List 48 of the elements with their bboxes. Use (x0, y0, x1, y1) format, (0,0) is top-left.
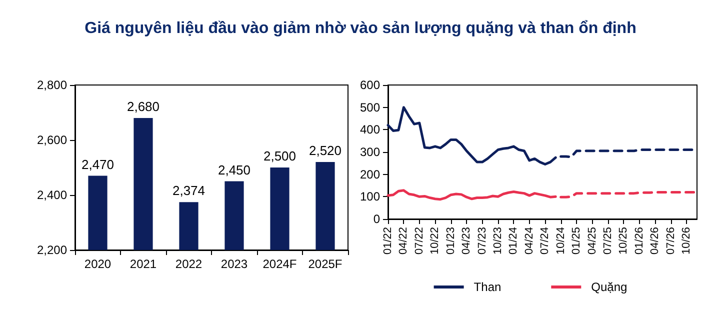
data-label: 2,450 (218, 162, 251, 178)
x-tick-label: 07/25 (602, 227, 614, 255)
y-tick-label: 200 (360, 167, 380, 182)
x-tick-label: 07/23 (476, 227, 488, 255)
legend-label: Than (474, 280, 502, 294)
x-tick-label: 01/26 (633, 227, 646, 255)
y-tick-label: 500 (360, 100, 380, 114)
x-tick-label: 04/23 (460, 227, 473, 255)
x-tick-label: 10/22 (429, 227, 442, 255)
y-tick-label: 2,800 (36, 78, 68, 92)
x-tick-label: 2020 (84, 257, 112, 271)
line-series (386, 106, 557, 166)
x-tick-label: 01/24 (508, 227, 520, 255)
x-tick-label: 10/24 (554, 227, 567, 255)
y-tick-label: 2,400 (36, 188, 68, 202)
y-tick-label: 100 (360, 190, 380, 204)
x-tick-label: 04/24 (523, 227, 536, 255)
x-tick-label: 2025F (308, 257, 342, 271)
y-tick-label: 0 (373, 212, 380, 226)
x-tick-label: 01/23 (444, 227, 457, 255)
y-tick-label: 400 (360, 122, 380, 137)
x-tick-label: 2021 (130, 257, 157, 271)
x-tick-label: 01/22 (382, 227, 394, 255)
data-label: 2,500 (263, 148, 296, 164)
x-tick-label: 07/24 (539, 227, 552, 255)
data-label: 2,680 (126, 99, 160, 114)
x-tick-label: 07/22 (413, 227, 426, 255)
line-series (386, 189, 557, 201)
x-tick-label: 04/25 (586, 227, 598, 255)
x-tick-label: 04/22 (398, 227, 410, 255)
x-tick-label: 2023 (220, 257, 248, 271)
data-label: 2,470 (81, 156, 114, 172)
y-tick-label: 300 (360, 145, 380, 159)
data-label: 2,374 (172, 183, 206, 198)
x-tick-label: 04/26 (649, 227, 662, 255)
x-tick-label: 01/25 (570, 227, 583, 255)
x-tick-label: 07/26 (664, 227, 677, 255)
data-label: 2,520 (308, 143, 342, 158)
x-tick-label: 10/25 (618, 227, 630, 255)
y-tick-label: 600 (360, 78, 380, 92)
chart-title: Giá nguyên liệu đầu vào giảm nhờ vào sản lượng quặng và than ổn định (84, 20, 638, 38)
x-tick-label: 2022 (175, 257, 202, 271)
legend-label: Quặng (591, 280, 628, 294)
y-tick-label: 2,200 (36, 243, 68, 257)
y-tick-label: 2,600 (36, 133, 68, 147)
x-tick-label: 10/26 (680, 227, 693, 255)
x-tick-label: 10/23 (492, 227, 504, 255)
x-tick-label: 2024F (262, 257, 297, 271)
